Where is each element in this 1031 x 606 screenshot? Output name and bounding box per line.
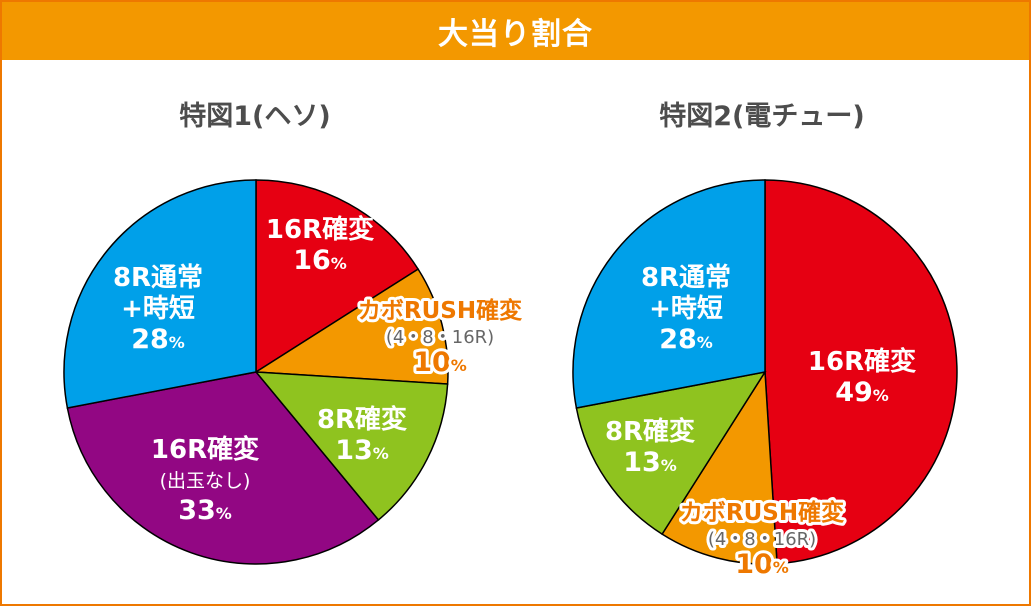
- header-title: 大当り割合: [2, 2, 1029, 60]
- chart-2-slice-4: [572, 179, 766, 409]
- chart-2-slice-4-name: +時短: [649, 294, 723, 324]
- chart-2-slice-1-name: 16R確変: [808, 346, 916, 377]
- chart-1-slice-2: [253, 268, 449, 385]
- chart-1-slice-1-name: 16R確変: [266, 214, 374, 245]
- chart-1-slice-1: [255, 179, 420, 374]
- chart-1-slice-2-value: 10%: [413, 347, 467, 378]
- chart-2-slice-3: [575, 370, 767, 536]
- chart-2-slice-2: [661, 369, 778, 565]
- chart-1-slice-5-name: +時短: [121, 294, 195, 324]
- chart-2-title: 特図2(電チュー): [659, 101, 865, 132]
- chart-1-slice-4-name: 16R確変: [151, 434, 259, 465]
- chart-2-slice-2-label: カボRUSH確変(4・8・16R)10%: [677, 496, 847, 583]
- chart-1-slice-2-name: カボRUSH確変: [358, 297, 522, 324]
- chart-1-slice-3: [254, 371, 449, 521]
- chart-2-slice-3-name: 8R確変: [605, 416, 695, 447]
- chart-2-slice-2-sublabel: (4・8・16R): [708, 529, 816, 550]
- chart-1-slice-3-name: 8R確変: [317, 404, 407, 435]
- chart-1-slice-5: [63, 179, 257, 409]
- chart-1-slice-5-name: 8R通常: [113, 263, 203, 293]
- chart-1-slice-4-sublabel: (出玉なし): [160, 470, 251, 492]
- chart-1-slice-4: [66, 371, 380, 565]
- chart-2-slice-1: [764, 179, 958, 565]
- chart-1-slice-2-sublabel: (4・8・16R): [386, 327, 494, 348]
- chart-2-slice-2-name: カボRUSH確変: [680, 499, 844, 526]
- chart-2-slice-4-name: 8R通常: [641, 263, 731, 293]
- chart-1-title: 特図1(ヘソ): [179, 101, 331, 132]
- chart-1-slice-2-label: カボRUSH確変 (4・8・16R)10%: [355, 294, 525, 381]
